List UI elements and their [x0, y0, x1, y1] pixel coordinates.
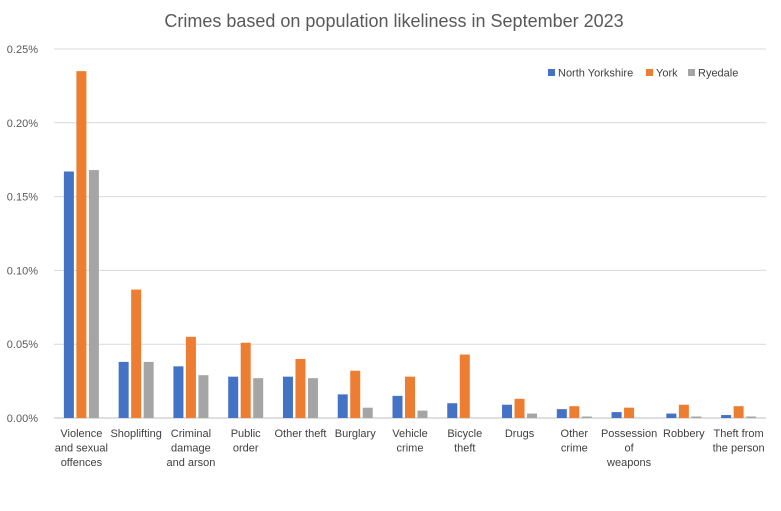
- bar-north-yorkshire: [447, 403, 458, 418]
- legend: North Yorkshire York Ryedale: [548, 68, 738, 80]
- bar-ryedale: [143, 361, 154, 418]
- bar-north-yorkshire: [502, 404, 513, 418]
- bar-north-yorkshire: [721, 415, 732, 418]
- bar-north-yorkshire: [611, 412, 622, 418]
- bar-york: [76, 71, 87, 418]
- x-category-label: Shoplifting: [110, 428, 161, 440]
- bar-york: [295, 358, 306, 418]
- x-category-label: Bicycle theft: [447, 428, 482, 455]
- bar-ryedale: [527, 413, 538, 418]
- bar-york: [350, 370, 361, 418]
- bar-north-yorkshire: [282, 376, 293, 418]
- legend-swatch: [688, 69, 695, 76]
- bar-york: [240, 342, 251, 418]
- gridlines: [54, 48, 766, 419]
- legend-swatch: [646, 69, 653, 76]
- bar-york: [733, 406, 744, 418]
- x-category-label: Criminal damage and arson: [166, 428, 215, 469]
- bar-north-yorkshire: [556, 409, 567, 418]
- legend-label: North Yorkshire: [558, 68, 633, 80]
- x-category-label: Theft from the person: [713, 428, 765, 455]
- x-category-label: Violence and sexual offences: [55, 428, 108, 469]
- x-category-label: Burglary: [335, 428, 376, 440]
- bar-york: [514, 398, 525, 418]
- bar-north-yorkshire: [118, 361, 129, 418]
- bar-north-yorkshire: [337, 394, 348, 418]
- x-category-label: Other crime: [561, 428, 589, 455]
- bar-york: [624, 407, 635, 418]
- legend-swatch: [548, 69, 555, 76]
- bar-york: [569, 406, 580, 418]
- legend-label: York: [656, 68, 678, 80]
- y-tick-label: 0.20%: [7, 118, 38, 130]
- y-tick-label: 0.00%: [7, 413, 38, 425]
- y-axis-ticks: 0.00% 0.05% 0.10% 0.15% 0.20% 0.25%: [7, 44, 38, 425]
- bar-york: [185, 336, 196, 418]
- y-tick-label: 0.05%: [7, 339, 38, 351]
- bar-north-yorkshire: [228, 376, 239, 418]
- bar-ryedale: [691, 416, 702, 418]
- bars: [63, 71, 757, 418]
- y-tick-label: 0.15%: [7, 192, 38, 204]
- bar-ryedale: [253, 378, 264, 418]
- bar-ryedale: [198, 375, 209, 418]
- bar-north-yorkshire: [392, 395, 403, 418]
- bar-york: [131, 289, 142, 418]
- bar-york: [678, 404, 689, 418]
- bar-ryedale: [581, 416, 592, 418]
- chart-title: Crimes based on population likeliness in…: [164, 11, 623, 31]
- y-tick-label: 0.10%: [7, 265, 38, 277]
- bar-ryedale: [307, 378, 318, 418]
- x-category-label: Drugs: [505, 428, 535, 440]
- legend-label: Ryedale: [698, 68, 738, 80]
- bar-york: [459, 354, 470, 418]
- bar-ryedale: [417, 410, 428, 418]
- bar-north-yorkshire: [666, 413, 677, 418]
- x-category-label: Possession of weapons: [601, 428, 657, 469]
- bar-ryedale: [746, 416, 757, 418]
- bar-north-yorkshire: [173, 366, 184, 418]
- bar-north-yorkshire: [63, 171, 74, 418]
- bar-york: [405, 376, 415, 418]
- y-tick-label: 0.25%: [7, 44, 38, 56]
- x-category-label: Public order: [231, 428, 261, 455]
- x-category-label: Vehicle crime: [392, 428, 427, 455]
- bar-ryedale: [362, 407, 373, 418]
- x-category-label: Other theft: [274, 428, 326, 440]
- x-category-label: Robbery: [663, 428, 705, 440]
- bar-ryedale: [88, 170, 99, 418]
